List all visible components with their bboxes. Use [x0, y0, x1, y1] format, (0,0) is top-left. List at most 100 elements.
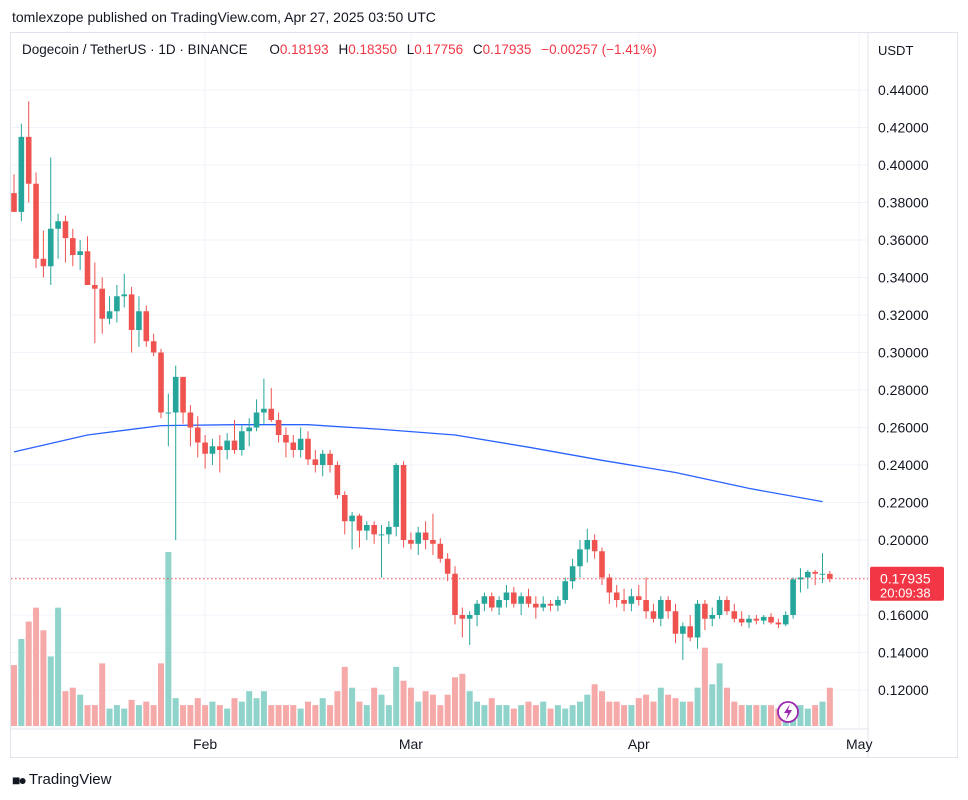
- volume-bar: [55, 607, 62, 726]
- volume-bar: [150, 705, 157, 726]
- volume-bar: [775, 708, 782, 726]
- volume-bar: [459, 673, 466, 726]
- candle-body: [518, 596, 524, 604]
- candle-body: [408, 540, 414, 544]
- volume-bar: [797, 705, 804, 726]
- candle-body: [562, 581, 569, 600]
- volume-bar: [113, 705, 120, 726]
- candle-body: [187, 412, 194, 428]
- candle-body: [400, 465, 407, 540]
- candle-body: [253, 412, 260, 428]
- candle-body: [393, 465, 399, 527]
- candle-body: [452, 573, 458, 615]
- volume-bar: [621, 705, 628, 726]
- candle-body: [33, 183, 39, 259]
- ohlc-legend: Dogecoin / TetherUS · 1D · BINANCE O0.18…: [22, 42, 657, 57]
- candle-body: [503, 592, 510, 600]
- candle-body: [239, 431, 245, 450]
- volume-bar: [341, 666, 348, 726]
- price-tick-label: 0.44000: [878, 82, 929, 98]
- volume-bar: [216, 705, 223, 726]
- candle-body: [790, 579, 796, 615]
- volume-bar: [569, 705, 576, 726]
- volume-bar: [628, 705, 635, 726]
- candle-body: [305, 438, 311, 460]
- moving-average-line: [13, 424, 823, 503]
- candle-body: [775, 622, 782, 625]
- volume-bar: [687, 701, 694, 726]
- candle-body: [643, 600, 649, 612]
- candle-body: [658, 600, 664, 619]
- volume-bar: [466, 691, 473, 726]
- candle-body: [275, 420, 282, 435]
- change-value: −0.00257 (−1.41%): [541, 42, 657, 57]
- candle-body: [555, 600, 561, 606]
- price-tick-label: 0.26000: [878, 420, 929, 436]
- volume-bar: [319, 698, 326, 726]
- volume-bar: [576, 701, 583, 726]
- volume-bar: [356, 701, 363, 726]
- candle-body: [194, 427, 201, 443]
- candle-body: [812, 571, 818, 574]
- candle-body: [474, 603, 480, 615]
- candle-body: [760, 616, 767, 621]
- volume-bar: [694, 687, 701, 726]
- price-tick-label: 0.28000: [878, 382, 929, 398]
- volume-bar: [503, 705, 510, 726]
- volume-bar: [378, 694, 385, 726]
- publisher-line: tomlexzope published on TradingView.com,…: [12, 9, 436, 25]
- currency-unit-button[interactable]: USDT: [878, 43, 914, 58]
- volume-bar: [532, 705, 539, 726]
- last-price-value: 0.17935: [880, 571, 931, 587]
- candle-body: [25, 136, 32, 184]
- volume-bar: [643, 694, 650, 726]
- candle-body: [702, 603, 708, 619]
- brand-label: TradingView: [28, 771, 112, 788]
- last-price-tag: [870, 566, 944, 601]
- volume-bar: [209, 701, 216, 726]
- candle-body: [466, 615, 473, 619]
- price-tick-label: 0.20000: [878, 532, 929, 548]
- volume-bar: [135, 705, 142, 726]
- volume-bar: [562, 708, 569, 726]
- volume-bar: [393, 666, 400, 726]
- candle-body: [312, 459, 319, 465]
- volume-bar: [47, 656, 54, 726]
- volume-bar: [768, 705, 775, 726]
- volume-bar: [679, 701, 686, 726]
- candle-body: [709, 615, 716, 619]
- volume-bar: [297, 708, 304, 726]
- symbol-label[interactable]: Dogecoin / TetherUS · 1D · BINANCE: [22, 42, 248, 57]
- volume-bar: [69, 687, 76, 726]
- candle-body: [481, 596, 488, 604]
- candle-body: [143, 311, 150, 342]
- volume-bar: [25, 621, 32, 726]
- candle-body: [297, 438, 304, 450]
- volume-bar: [415, 701, 422, 726]
- volume-bar: [657, 687, 664, 726]
- volume-bar: [518, 705, 525, 726]
- volume-bar: [481, 705, 488, 726]
- volume-bar: [488, 698, 495, 726]
- volume-bar: [547, 708, 554, 726]
- candle-body: [731, 611, 738, 619]
- candle-body: [261, 408, 267, 413]
- low-value: 0.17756: [414, 42, 464, 57]
- volume-bar: [224, 708, 231, 726]
- candle-body: [268, 408, 275, 420]
- candle-body: [11, 193, 17, 212]
- volume-bar: [385, 705, 392, 726]
- candle-body: [40, 258, 47, 267]
- volume-bar: [194, 698, 201, 726]
- candle-body: [364, 525, 370, 531]
- candle-body: [356, 515, 363, 531]
- candle-body: [827, 573, 833, 579]
- volume-bar: [452, 677, 458, 726]
- volume-bar: [760, 705, 767, 726]
- candle-body: [444, 558, 451, 574]
- candle-body: [680, 626, 686, 634]
- candle-body: [819, 573, 826, 575]
- candle-body: [371, 525, 377, 535]
- volume-bar: [429, 694, 436, 726]
